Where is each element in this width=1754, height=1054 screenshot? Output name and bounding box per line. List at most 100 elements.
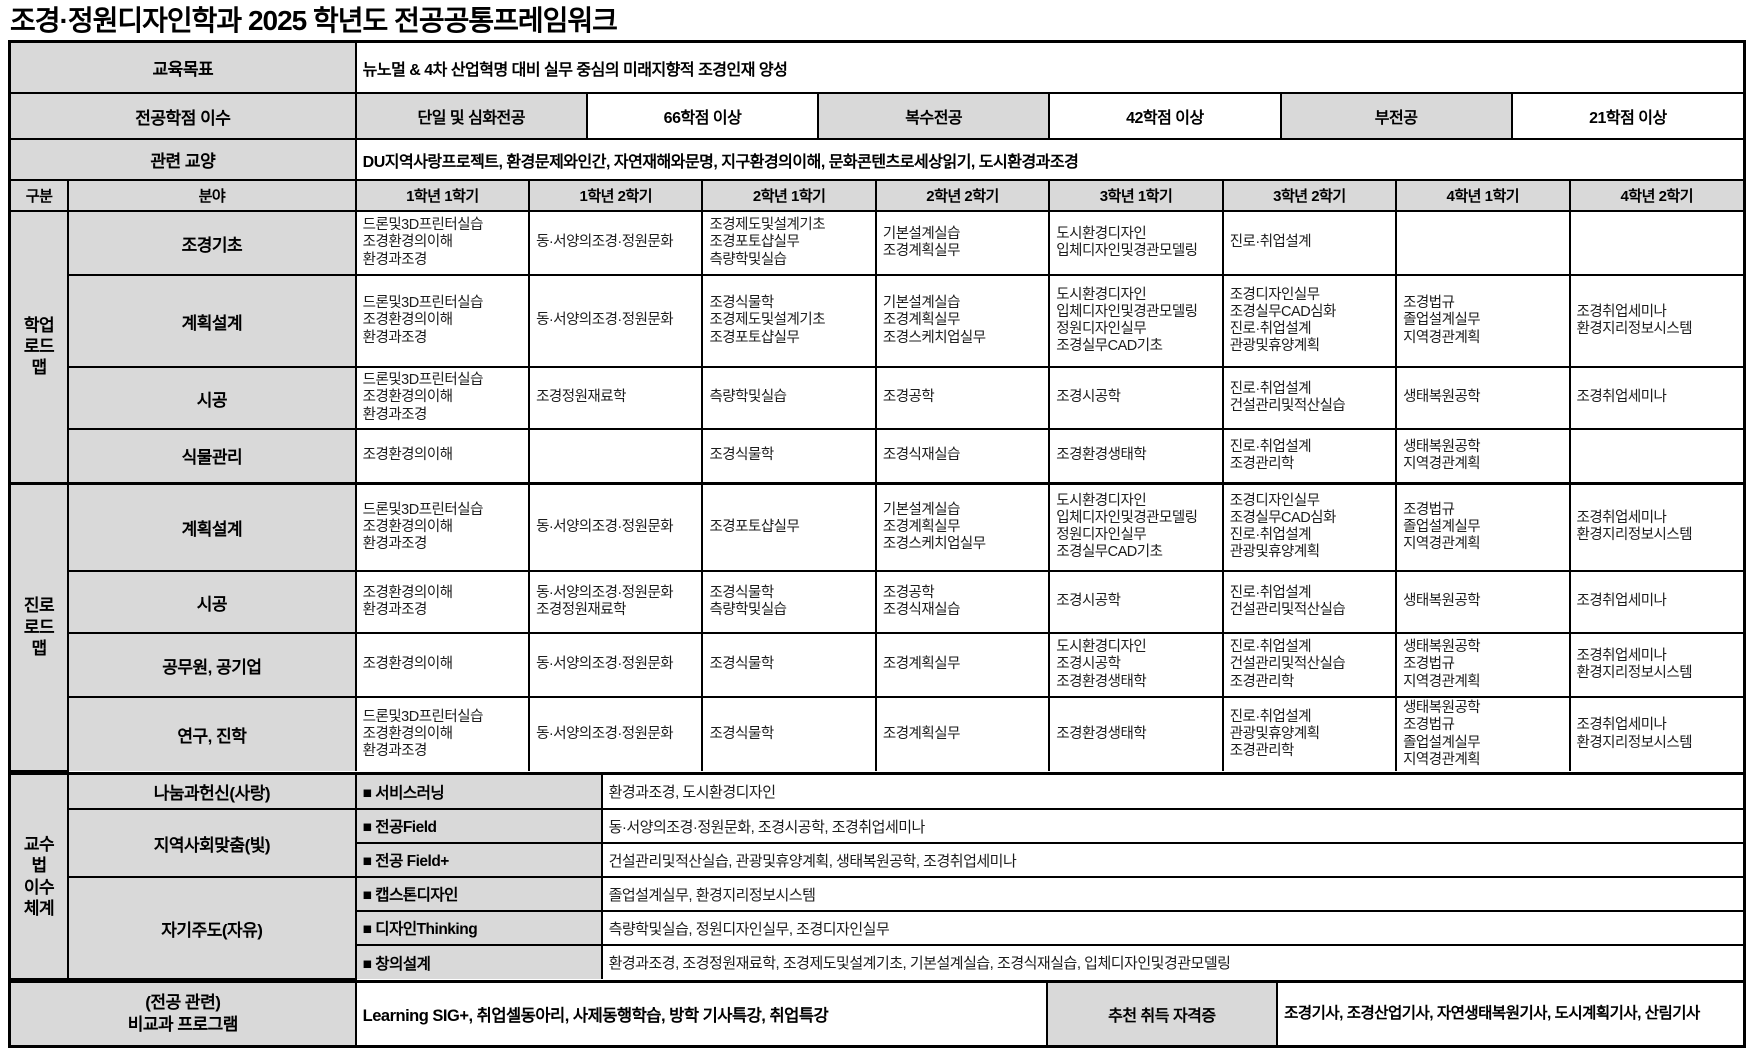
course-cell: 조경공학 조경식재실습 [874,570,1051,634]
course-cell: 도시환경디자인 입체디자인및경관모델링 정원디자인실무 조경실무CAD기초 [1048,481,1224,572]
header-semester-1-1: 1학년 1학기 [354,181,531,212]
section-divider [11,772,1743,775]
course-cell: 조경취업세미나 환경지리정보시스템 [1568,696,1743,771]
course-cell: 진로·취업설계 관광및휴양계획 조경관리학 [1221,696,1398,771]
credit-value-minor: 21학점 이상 [1510,92,1743,140]
liberal-arts-label: 관련 교양 [11,138,357,179]
course-cell: 동·서양의조경·정원문화 [528,696,704,771]
course-cell: 조경식물학 측량학및실습 [701,570,877,634]
course-cell: 조경시공학 [1048,570,1224,634]
course-cell: 생태복원공학 조경법규 지역경관계획 [1395,632,1571,698]
header-gubun: 구분 [11,181,70,212]
pedagogy-table: 교수법 이수 체계 나눔과헌신(사랑) ■ 서비스러닝 환경과조경, 도시환경디… [11,775,1743,980]
field-label: 계획설계 [68,274,357,368]
pedagogy-courses: 환경과조경, 도시환경디자인 [600,775,1743,810]
course-cell: 진로·취업설계 건설관리및적산실습 [1221,570,1398,634]
top-info-table: 교육목표 뉴노멀 & 4차 산업혁명 대비 실무 중심의 미래지향적 조경인재 … [11,43,1743,179]
certificates-list: 조경기사, 조경산업기사, 자연생태복원기사, 도시계획기사, 산림기사 [1276,983,1743,1045]
page-title: 조경·정원디자인학과 2025 학년도 전공공통프레임워크 [10,5,618,36]
course-cell: 조경환경의이해 환경과조경 [354,570,531,634]
course-cell: 생태복원공학 지역경관계획 [1395,428,1571,484]
course-cell: 드론및3D프린터실습 조경환경의이해 환경과조경 [354,366,531,430]
pedagogy-category: ■ 서비스러닝 [354,775,603,810]
section-divider [11,980,1743,983]
course-cell: 드론및3D프린터실습 조경환경의이해 환경과조경 [354,274,531,368]
pedagogy-category: ■ 캡스톤디자인 [354,876,603,912]
header-field: 분야 [67,181,357,212]
course-cell: 동·서양의조경·정원문화 [528,210,704,276]
pedagogy-courses: 환경과조경, 조경정원재료학, 조경제도및설계기초, 기본설계실습, 조경식재실… [600,944,1743,979]
course-cell: 조경포토샵실무 [701,481,877,572]
course-cell: 조경취업세미나 환경지리정보시스템 [1568,274,1743,368]
course-cell: 조경취업세미나 환경지리정보시스템 [1568,632,1743,698]
header-semester-4-2: 4학년 2학기 [1568,181,1743,212]
course-cell: 조경계획실무 [874,632,1051,698]
course-cell: 드론및3D프린터실습 조경환경의이해 환경과조경 [354,696,531,771]
course-cell: 진로·취업설계 건설관리및적산실습 [1221,366,1398,430]
course-cell: 조경환경의이해 [354,428,531,484]
course-cell: 동·서양의조경·정원문화 [528,274,704,368]
header-semester-2-2: 2학년 2학기 [874,181,1051,212]
course-cell: 조경정원재료학 [528,366,704,430]
course-cell: 조경식물학 조경제도및설계기초 조경포토샵실무 [701,274,877,368]
credit-type-minor: 부전공 [1279,92,1513,140]
course-cell: 조경공학 [874,366,1051,430]
course-cell: 조경제도및설계기초 조경포토샵실무 측량학및실습 [701,210,877,276]
curriculum-framework-table: 교육목표 뉴노멀 & 4차 산업혁명 대비 실무 중심의 미래지향적 조경인재 … [8,40,1746,1048]
course-cell: 조경취업세미나 환경지리정보시스템 [1568,481,1743,572]
header-semester-3-1: 3학년 1학기 [1048,181,1224,212]
course-cell: 조경법규 졸업설계실무 지역경관계획 [1395,481,1571,572]
course-cell: 조경법규 졸업설계실무 지역경관계획 [1395,274,1571,368]
section-label-pedagogy: 교수법 이수 체계 [11,775,70,980]
course-cell: 조경식물학 [701,632,877,698]
course-cell: 기본설계실습 조경계획실무 [874,210,1051,276]
course-cell: 조경취업세미나 [1568,366,1743,430]
roadmap-table: 구분 분야 1학년 1학기 1학년 2학기 2학년 1학기 2학년 2학기 3학… [11,181,1743,772]
course-cell: 생태복원공학 [1395,366,1571,430]
course-cell: 조경식물학 [701,428,877,484]
pedagogy-courses: 측량학및실습, 정원디자인실무, 조경디자인실무 [600,910,1743,946]
course-cell [1395,210,1571,276]
header-semester-1-2: 1학년 2학기 [528,181,704,212]
credit-type-double: 복수전공 [817,92,1051,140]
course-cell: 조경환경의이해 [354,632,531,698]
section-label-academic-roadmap: 학업 로드맵 [11,210,70,484]
divider [11,179,1743,181]
pedagogy-category: ■ 창의설계 [355,944,603,979]
field-label: 식물관리 [68,428,357,484]
field-label: 연구, 진학 [68,696,357,771]
header-semester-3-2: 3학년 2학기 [1221,181,1398,212]
course-cell: 조경취업세미나 [1568,570,1743,634]
credit-value-double: 42학점 이상 [1048,92,1282,140]
pedagogy-category: ■ 전공Field [354,808,603,844]
course-cell: 조경식재실습 [874,428,1051,484]
extracurricular-label: (전공 관련) 비교과 프로그램 [11,983,357,1045]
course-cell: 진로·취업설계 [1221,210,1398,276]
credit-requirement-label: 전공학점 이수 [11,92,357,140]
course-cell: 도시환경디자인 입체디자인및경관모델링 [1048,210,1224,276]
course-cell: 생태복원공학 조경법규 졸업설계실무 지역경관계획 [1395,696,1571,771]
course-cell: 도시환경디자인 입체디자인및경관모델링 정원디자인실무 조경실무CAD기초 [1048,274,1224,368]
liberal-arts-value: DU지역사랑프로젝트, 환경문제와인간, 자연재해와문명, 지구환경의이해, 문… [354,138,1743,179]
field-label: 조경기초 [67,210,357,276]
pedagogy-category: ■ 전공 Field+ [355,842,603,878]
field-label: 시공 [68,570,357,634]
course-cell: 조경디자인실무 조경실무CAD심화 진로·취업설계 관광및휴양계획 [1221,481,1398,572]
course-cell: 생태복원공학 [1395,570,1571,634]
pedagogy-courses: 건설관리및적산실습, 관광및휴양계획, 생태복원공학, 조경취업세미나 [600,842,1743,878]
extracurricular-table: (전공 관련) 비교과 프로그램 Learning SIG+, 취업셀동아리, … [11,983,1743,1045]
course-cell: 조경환경생태학 [1048,428,1224,484]
header-semester-2-1: 2학년 1학기 [701,181,877,212]
field-label: 계획설계 [67,481,357,572]
course-cell: 동·서양의조경·정원문화 조경정원재료학 [528,570,704,634]
credit-value-single: 66학점 이상 [585,92,820,140]
course-cell: 도시환경디자인 조경시공학 조경환경생태학 [1048,632,1224,698]
course-cell [528,428,704,484]
pedagogy-category: ■ 디자인Thinking [355,910,603,946]
course-cell: 동·서양의조경·정원문화 [528,481,704,572]
certificates-label: 추천 취득 자격증 [1045,983,1279,1045]
course-cell: 동·서양의조경·정원문화 [528,632,704,698]
pedagogy-courses: 졸업설계실무, 환경지리정보시스템 [600,876,1743,912]
pedagogy-courses: 동·서양의조경·정원문화, 조경시공학, 조경취업세미나 [600,808,1743,844]
field-label: 공무원, 공기업 [68,632,357,698]
